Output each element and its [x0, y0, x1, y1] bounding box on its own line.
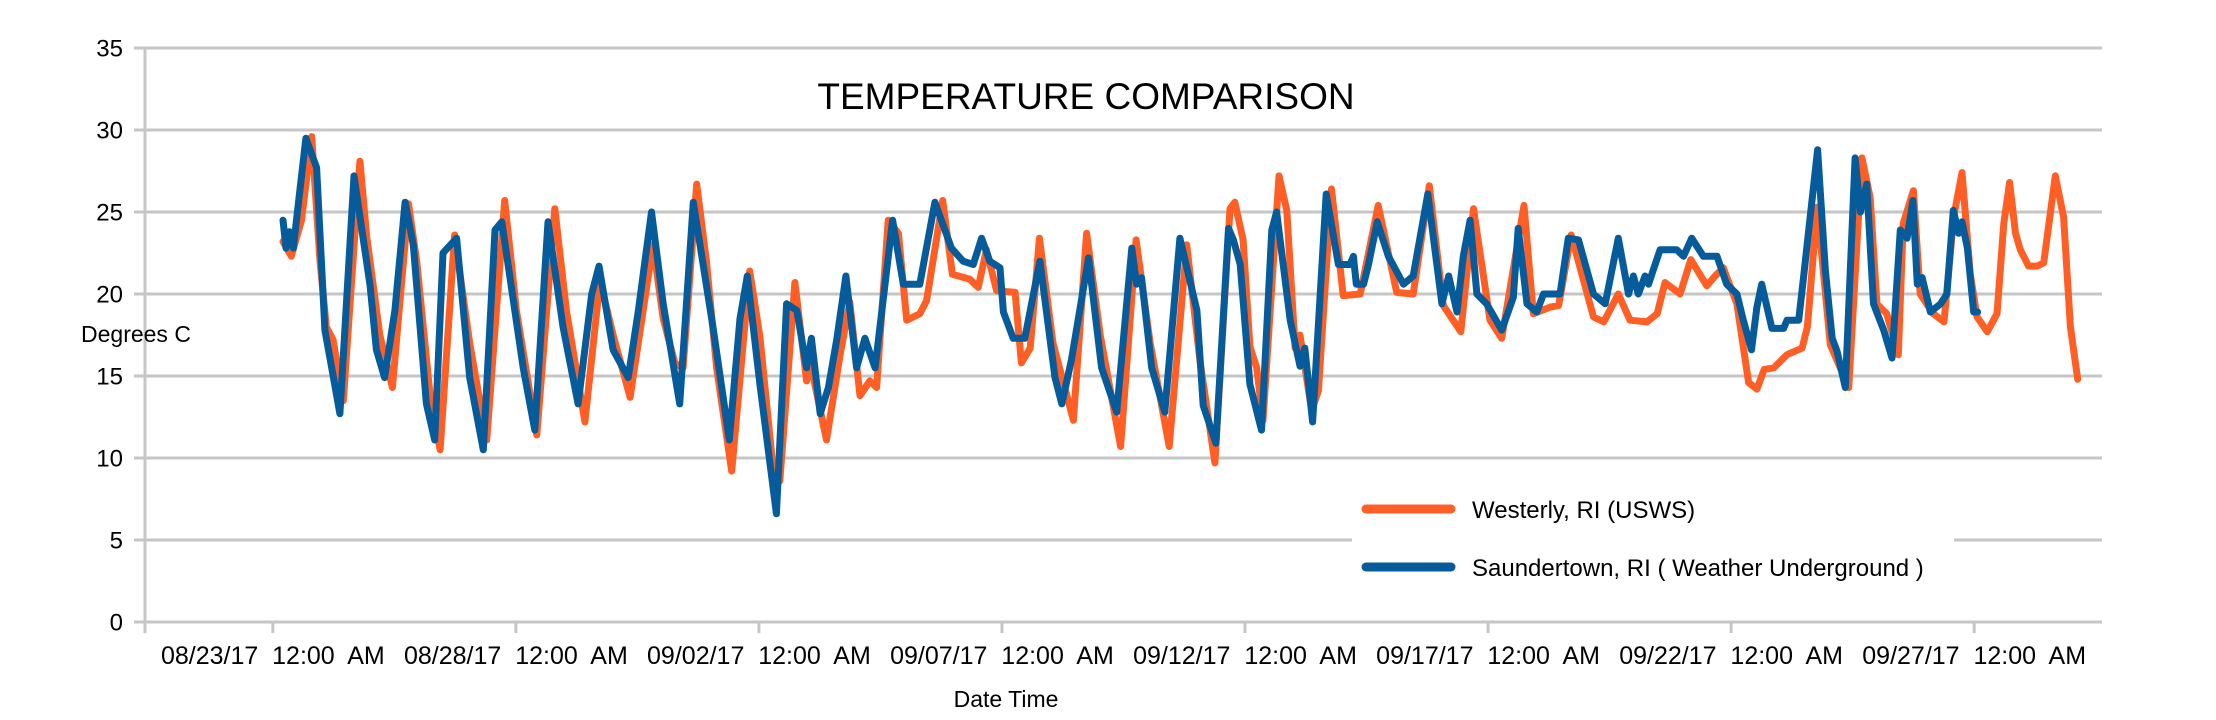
x-tick-label: 08/23/17 12:00 AM: [161, 642, 385, 670]
legend-background: [1352, 480, 1954, 592]
legend: Westerly, RI (USWS) Saundertown, RI ( We…: [1352, 480, 1954, 592]
x-tick-label: 09/12/17 12:00 AM: [1133, 642, 1357, 670]
legend-label-westerly: Westerly, RI (USWS): [1472, 497, 1695, 524]
axes: 0 5 10 15 20 25 30 35 08/23/17 12:00 AM 08/28/17 …: [96, 36, 2086, 671]
y-tick-label: 20: [96, 282, 123, 309]
y-tick-label: 35: [96, 36, 123, 63]
x-tick-label: 09/27/17 12:00 AM: [1862, 642, 2086, 670]
series-lines: [279, 133, 2082, 518]
x-axis-title: Date Time: [954, 686, 1059, 712]
legend-label-saundertown: Saundertown, RI ( Weather Underground ): [1472, 555, 1924, 582]
y-tick-label: 0: [110, 610, 123, 637]
y-tick-label: 15: [96, 364, 123, 391]
y-tick-label: 25: [96, 200, 123, 227]
series-line-westerly: [279, 133, 2082, 485]
x-tick-label: 09/22/17 12:00 AM: [1619, 642, 1843, 670]
series-line-saundertown: [279, 134, 1982, 518]
x-tick-label: 09/17/17 12:00 AM: [1376, 642, 1600, 670]
y-tick-label: 5: [110, 528, 123, 555]
y-tick-label: 30: [96, 118, 123, 145]
y-axis-title: Degrees C: [81, 321, 191, 347]
y-tick-label: 10: [96, 446, 123, 473]
x-tick-label: 09/02/17 12:00 AM: [647, 642, 871, 670]
chart-title: TEMPERATURE COMPARISON: [817, 76, 1354, 117]
x-tick-label: 09/07/17 12:00 AM: [890, 642, 1114, 670]
x-tick-label: 08/28/17 12:00 AM: [404, 642, 628, 670]
